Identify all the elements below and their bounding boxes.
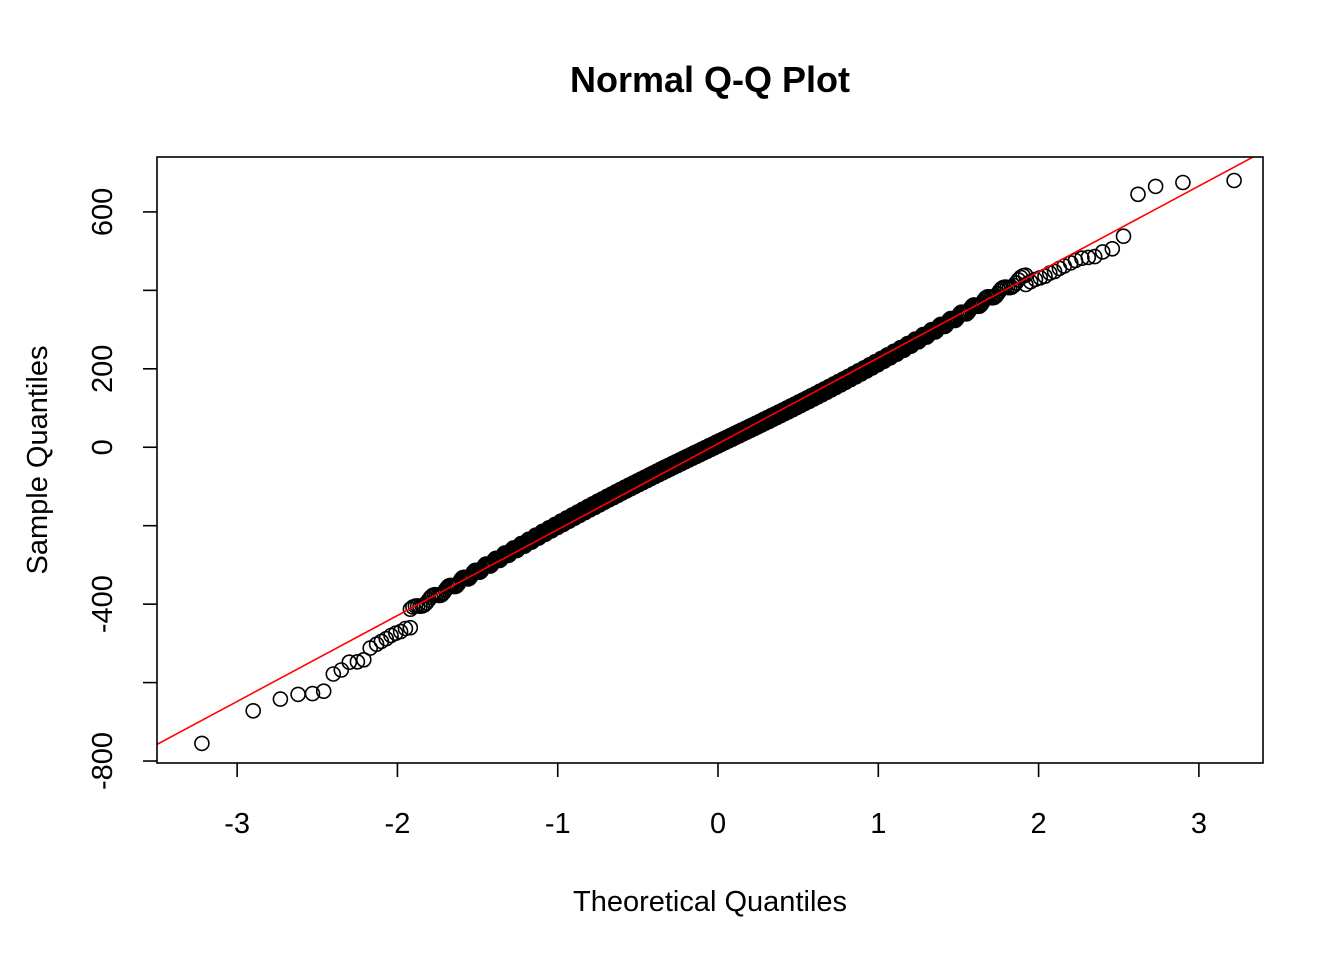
y-tick-label: -800 [87,732,119,790]
data-point [1115,228,1132,244]
data-point [397,620,414,637]
plot-frame [156,156,1264,764]
x-tick-label: 2 [1031,808,1047,840]
x-axis-label: Theoretical Quantiles [573,886,847,918]
data-point [290,686,306,703]
data-point [1130,186,1146,203]
y-tick-label: 200 [87,345,119,393]
chart-title: Normal Q-Q Plot [570,59,850,100]
data-point [341,654,358,671]
y-tick-label: 0 [87,439,119,455]
x-tick-label: -3 [224,808,250,840]
x-tick-label: 3 [1191,808,1207,840]
data-point [355,651,372,668]
data-point [1104,241,1121,257]
data-point [349,653,366,670]
x-axis: -3 -2 -1 0 1 2 3 [224,763,1207,840]
data-point [1080,249,1097,266]
data-point [1074,250,1090,267]
reference-line [157,157,1255,746]
y-axis: -800 -400 0 200 600 [87,188,157,790]
data-point [378,630,395,647]
data-point [1094,244,1111,260]
data-point [402,619,419,636]
data-point [1086,248,1103,265]
data-point [272,691,289,707]
data-point [1046,263,1063,280]
x-tick-label: -2 [385,808,411,840]
data-point [304,685,321,702]
x-tick-label: -1 [545,808,571,840]
data-point [245,702,261,719]
data-point [315,683,332,700]
data-points [194,172,1242,752]
reference-line-group [157,157,1255,746]
data-point [392,623,409,640]
y-tick-label: 600 [87,188,119,236]
x-tick-label: 1 [870,808,886,840]
y-tick-label: -400 [87,575,119,633]
data-point [333,662,350,678]
y-axis-label: Sample Quantiles [22,346,54,575]
data-point [325,666,342,682]
data-point [1175,174,1191,191]
data-point [1226,172,1242,189]
data-point [194,735,210,752]
x-tick-label: 0 [710,808,726,840]
data-point [1147,178,1164,195]
